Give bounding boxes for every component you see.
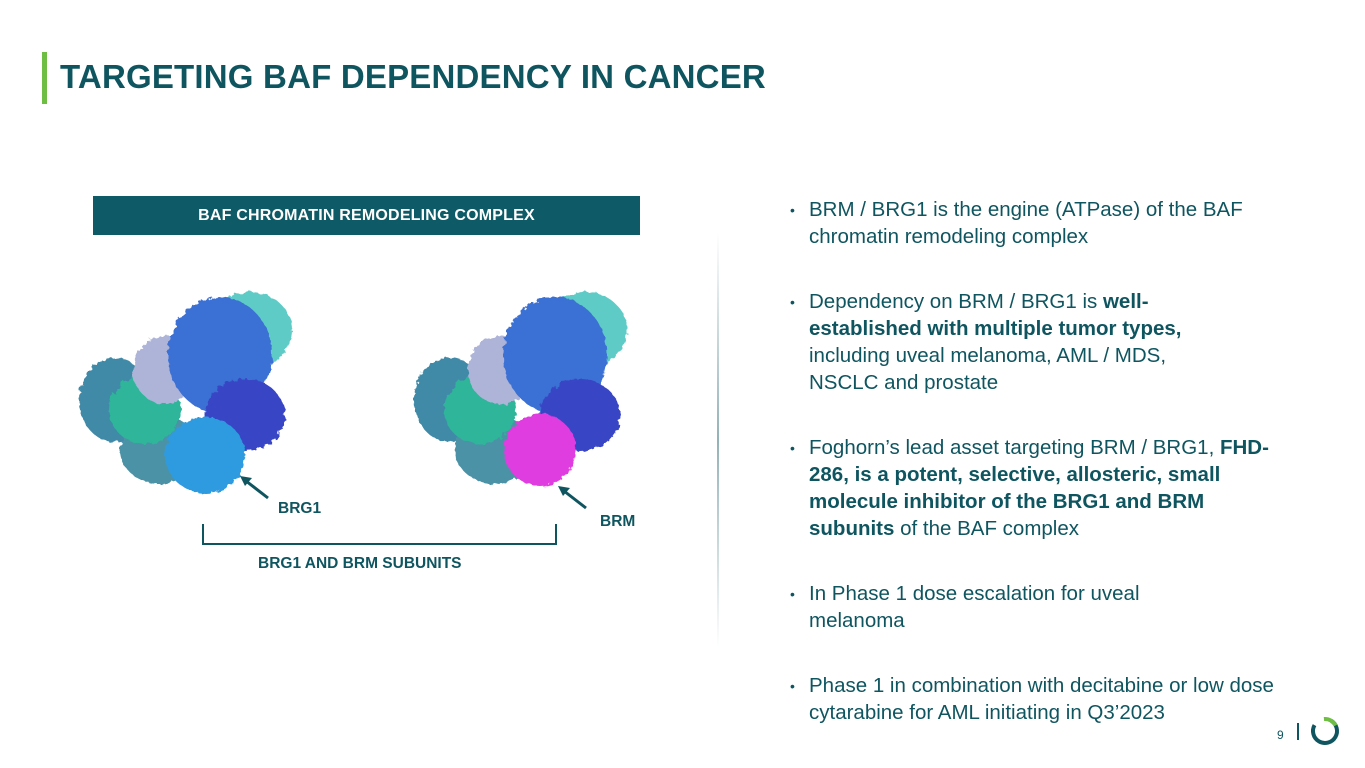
- bullet-dot: •: [790, 294, 795, 310]
- title-accent-bar: [42, 52, 47, 104]
- brg1-label: BRG1: [278, 500, 322, 517]
- foghorn-ring-logo-icon: [1311, 717, 1339, 745]
- bullet-dot: •: [790, 586, 795, 602]
- page-separator: [1297, 723, 1299, 740]
- brg1-complex-structure-image: [79, 292, 292, 493]
- bullet-dot: •: [790, 678, 795, 694]
- brg1-arrow-icon: [240, 476, 269, 500]
- bullet-list: • BRM / BRG1 is the engine (ATPase) of t…: [790, 196, 1280, 726]
- bullet-item: • Dependency on BRM / BRG1 is well-estab…: [790, 288, 1229, 396]
- subunits-label: BRG1 AND BRM SUBUNITS: [258, 555, 462, 572]
- page-number: 9: [1277, 728, 1284, 742]
- bullet-item: • Foghorn’s lead asset targeting BRM / B…: [790, 434, 1280, 542]
- brm-label: BRM: [600, 513, 636, 530]
- bullet-item: • In Phase 1 dose escalation for uveal m…: [790, 580, 1209, 634]
- bullet-text: of the BAF complex: [894, 517, 1080, 540]
- bullet-text: In Phase 1 dose escalation for uveal mel…: [809, 582, 1140, 632]
- bullet-text: including uveal melanoma, AML / MDS, NSC…: [809, 344, 1167, 394]
- bullet-dot: •: [790, 440, 795, 456]
- bullet-dot: •: [790, 202, 795, 218]
- bullet-text-bold: well-established with multiple tumor typ…: [809, 290, 1182, 340]
- slide-title: TARGETING BAF DEPENDENCY IN CANCER: [60, 58, 766, 95]
- complex-header: BAF CHROMATIN REMODELING COMPLEX: [93, 196, 640, 235]
- bullet-text: Dependency on BRM / BRG1 is: [809, 290, 1103, 313]
- bullet-item: • BRM / BRG1 is the engine (ATPase) of t…: [790, 196, 1280, 250]
- brm-complex-structure-image: [414, 292, 627, 486]
- bullet-item: • Phase 1 in combination with decitabine…: [790, 672, 1280, 726]
- vertical-divider: [717, 232, 719, 648]
- bullet-text: BRM / BRG1 is the engine (ATPase) of the…: [809, 198, 1243, 248]
- bullet-text: Phase 1 in combination with decitabine o…: [809, 674, 1274, 724]
- brm-arrow-icon: [558, 486, 587, 510]
- bullet-text: Foghorn’s lead asset targeting BRM / BRG…: [809, 436, 1220, 459]
- bullet-text-bold: FHD-286, is a potent, selective, alloste…: [809, 436, 1269, 540]
- subunits-bracket: [202, 524, 557, 545]
